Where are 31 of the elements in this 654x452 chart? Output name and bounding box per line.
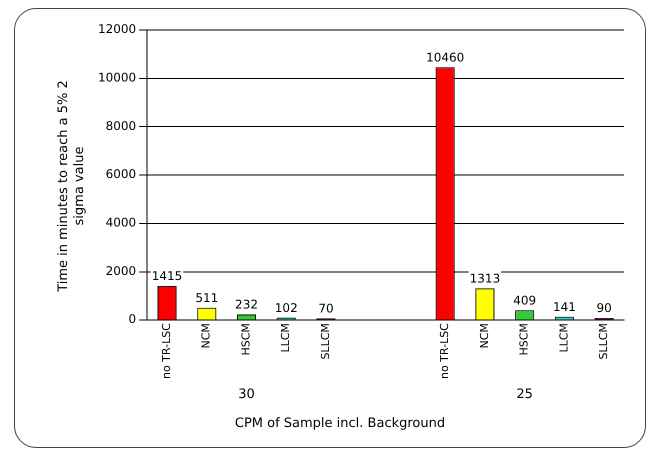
- x-tick-label: SLLCM: [596, 323, 610, 360]
- y-tick-label: 6000: [106, 167, 136, 182]
- x-tick-label: LLCM: [557, 323, 570, 353]
- x-tick-label: HSCM: [518, 323, 531, 356]
- x-tick-label: SLLCM: [318, 323, 332, 360]
- data-label: 409: [513, 293, 536, 308]
- data-label: 1313: [470, 272, 500, 286]
- data-label: 141: [552, 300, 576, 314]
- data-label: 90: [596, 301, 612, 316]
- text: 25: [516, 387, 533, 402]
- text: 30: [238, 387, 255, 402]
- y-tick-label: 12000: [98, 22, 136, 36]
- data-label: 70: [318, 302, 334, 316]
- y-tick-label: 8000: [106, 118, 136, 133]
- x-tick-label: no TR-LSC: [160, 322, 173, 380]
- data-label: 511: [195, 290, 218, 305]
- y-tick-label: 0: [128, 312, 136, 326]
- x-tick-label: LLCM: [279, 323, 292, 353]
- data-label: 102: [274, 300, 298, 315]
- y-axis-title: Time in minutes to reach a 5% 2 sigma value: [56, 79, 88, 294]
- x-tick-label: NCM: [200, 323, 213, 349]
- data-label: 10460: [426, 50, 464, 64]
- x-tick-label: NCM: [478, 323, 491, 349]
- data-label: 1415: [152, 269, 182, 284]
- data-label: 232: [235, 298, 258, 312]
- x-tick-label: no TR-LSC: [438, 322, 452, 380]
- y-tick-label: 2000: [106, 264, 136, 278]
- x-axis-title: CPM of Sample incl. Background: [234, 416, 446, 431]
- y-tick-label: 10000: [98, 70, 136, 84]
- y-tick-label: 4000: [106, 216, 136, 230]
- x-tick-label: HSCM: [239, 323, 252, 356]
